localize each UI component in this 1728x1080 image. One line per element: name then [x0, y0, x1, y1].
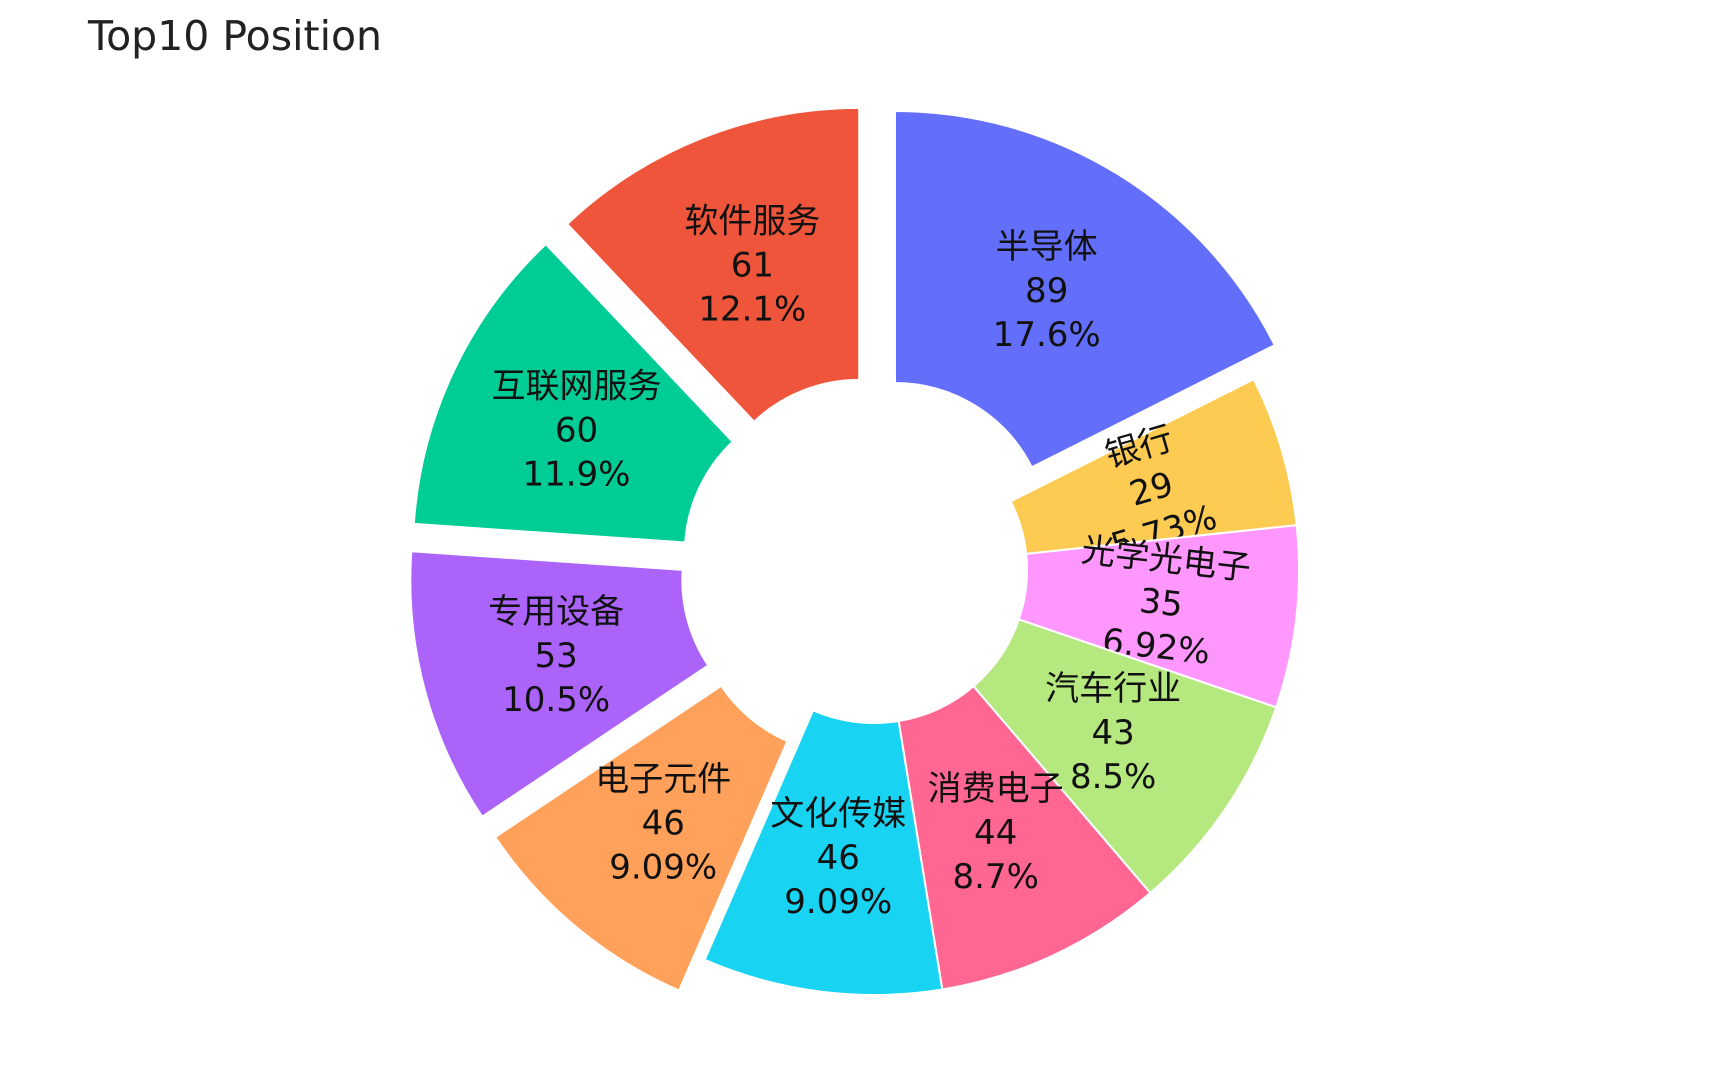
slice-value-label: 53: [534, 636, 577, 676]
slice-value-label: 89: [1025, 271, 1068, 311]
slice-percent-label: 8.7%: [952, 857, 1038, 897]
pie-slice: [493, 684, 789, 992]
pie-slice: [972, 618, 1278, 895]
slice-value-label: 60: [555, 411, 598, 451]
slice-value-label: 44: [974, 813, 1017, 853]
pie-slice: [409, 550, 710, 819]
slice-percent-label: 10.5%: [502, 680, 610, 720]
slice-percent-label: 8.5%: [1070, 757, 1156, 797]
slice-name-label: 汽车行业: [1045, 669, 1181, 709]
slice-percent-label: 17.6%: [993, 315, 1101, 355]
slice-name-label: 消费电子: [928, 769, 1064, 809]
slice-value-label: 61: [731, 245, 774, 285]
slice-value-label: 35: [1137, 581, 1184, 626]
pie-slice: [897, 684, 1152, 991]
slice-value-label: 46: [817, 838, 860, 878]
slice-name-label: 文化传媒: [770, 794, 906, 834]
slice-name-label: 半导体: [996, 227, 1098, 267]
slice-name-label: 专用设备: [488, 592, 624, 632]
slice-percent-label: 11.9%: [522, 455, 630, 495]
pie-slice: [893, 109, 1277, 469]
pie-slice: [412, 242, 735, 544]
slice-value-label: 43: [1092, 713, 1135, 753]
pie-slice: [565, 106, 861, 424]
slice-percent-label: 12.1%: [698, 289, 806, 329]
slice-name-label: 软件服务: [684, 201, 820, 241]
slice-percent-label: 9.09%: [784, 882, 892, 922]
slice-percent-label: 9.09%: [609, 848, 717, 888]
chart-title: Top10 Position: [88, 12, 383, 60]
pie-slice: [703, 709, 944, 996]
slice-name-label: 互联网服务: [491, 367, 661, 407]
slice-value-label: 46: [642, 804, 685, 844]
slice-name-label: 电子元件: [595, 760, 731, 800]
